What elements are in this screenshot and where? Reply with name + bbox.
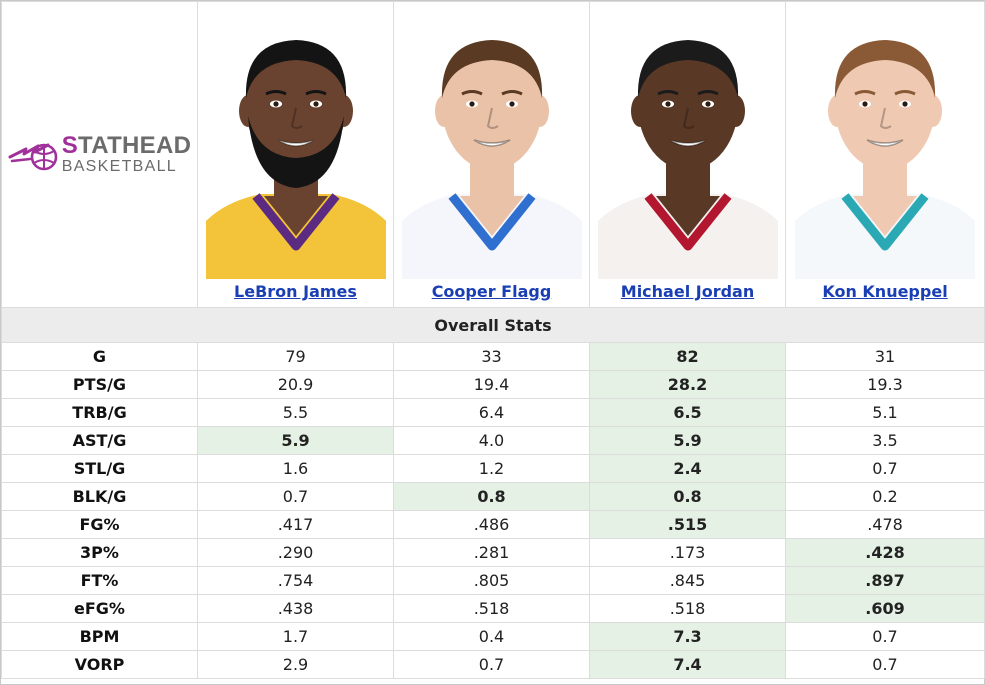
stat-row: BPM 1.7 0.4 7.3 0.7 (1, 622, 985, 651)
stat-value: .609 (785, 594, 985, 623)
stat-value: 0.7 (393, 650, 590, 679)
stat-value: .173 (589, 538, 786, 567)
stat-label: AST/G (1, 426, 198, 455)
stat-value: 0.7 (785, 454, 985, 483)
stat-value: 5.9 (197, 426, 394, 455)
logo-cell: STATHEAD BASKETBALL (1, 1, 198, 308)
stat-value: 7.4 (589, 650, 786, 679)
player-header-row: STATHEAD BASKETBALL LeBron James Cooper … (1, 1, 985, 308)
stat-row: STL/G 1.6 1.2 2.4 0.7 (1, 454, 985, 483)
stat-row: TRB/G 5.5 6.4 6.5 5.1 (1, 398, 985, 427)
stat-label: FT% (1, 566, 198, 595)
stat-label: TRB/G (1, 398, 198, 427)
player-headshot-icon (401, 40, 582, 279)
stat-value: 0.8 (393, 482, 590, 511)
stat-value: 1.6 (197, 454, 394, 483)
stat-row: FT% .754.805.845.897 (1, 566, 985, 595)
stat-row: PTS/G 20.9 19.4 28.2 19.3 (1, 370, 985, 399)
player-photo (795, 6, 975, 279)
stat-value: 0.8 (589, 482, 786, 511)
stat-value: 7.3 (589, 622, 786, 651)
stat-value: .845 (589, 566, 786, 595)
logo-wordmark: STATHEAD (61, 132, 192, 159)
stat-value: 82 (589, 342, 786, 371)
player-photo (205, 6, 386, 279)
stat-value: 20.9 (197, 370, 394, 399)
player-cell-4: Kon Knueppel (785, 1, 985, 308)
stat-value: 0.2 (785, 482, 985, 511)
stat-row: VORP 2.9 0.7 7.4 0.7 (1, 650, 985, 679)
stat-value: 0.7 (785, 650, 985, 679)
player-headshot-icon (597, 40, 778, 279)
stat-value: 3.5 (785, 426, 985, 455)
stat-row: AST/G 5.9 4.0 5.9 3.5 (1, 426, 985, 455)
stat-label: STL/G (1, 454, 198, 483)
stat-label: PTS/G (1, 370, 198, 399)
stat-label: 3P% (1, 538, 198, 567)
player-link-michael-jordan[interactable]: Michael Jordan (620, 282, 755, 301)
stat-value: 1.7 (197, 622, 394, 651)
stat-value: 2.4 (589, 454, 786, 483)
stat-value: 6.5 (589, 398, 786, 427)
basketball-swoosh-icon (8, 143, 58, 170)
player-cell-1: LeBron James (197, 1, 394, 308)
stat-label: BLK/G (1, 482, 198, 511)
logo-subtitle: BASKETBALL (61, 158, 178, 175)
stat-value: .515 (589, 510, 786, 539)
player-photo (401, 6, 582, 279)
player-cell-3: Michael Jordan (589, 1, 786, 308)
stat-value: 19.4 (393, 370, 590, 399)
stat-row: 3P% .290.281.173.428 (1, 538, 985, 567)
stat-label: VORP (1, 650, 198, 679)
player-photo (597, 6, 778, 279)
section-title: Overall Stats (1, 307, 985, 343)
stat-value: 5.5 (197, 398, 394, 427)
stat-row: BLK/G 0.7 0.8 0.8 0.2 (1, 482, 985, 511)
player-link-cooper-flagg[interactable]: Cooper Flagg (431, 282, 552, 301)
stat-label: FG% (1, 510, 198, 539)
stathead-logo[interactable]: STATHEAD BASKETBALL (2, 134, 197, 175)
stat-value: 1.2 (393, 454, 590, 483)
stat-value: 4.0 (393, 426, 590, 455)
stat-row: G 79 33 82 31 (1, 342, 985, 371)
stat-label: eFG% (1, 594, 198, 623)
player-link-lebron-james[interactable]: LeBron James (234, 282, 357, 301)
stat-value: .478 (785, 510, 985, 539)
player-headshot-icon (795, 40, 975, 279)
stat-value: 0.7 (197, 482, 394, 511)
stat-row: FG% .417.486.515.478 (1, 510, 985, 539)
stat-value: .290 (197, 538, 394, 567)
stat-value: 28.2 (589, 370, 786, 399)
stat-value: .518 (393, 594, 590, 623)
stat-value: 0.7 (785, 622, 985, 651)
stat-value: .518 (589, 594, 786, 623)
stat-value: 0.4 (393, 622, 590, 651)
player-headshot-icon (205, 40, 386, 279)
stat-value: 31 (785, 342, 985, 371)
stat-label: BPM (1, 622, 198, 651)
stat-value: .805 (393, 566, 590, 595)
stat-value: .897 (785, 566, 985, 595)
stat-row: eFG% .438.518.518.609 (1, 594, 985, 623)
stat-value: .417 (197, 510, 394, 539)
stat-label: G (1, 342, 198, 371)
player-link-kon-knueppel[interactable]: Kon Knueppel (822, 282, 948, 301)
stat-value: 19.3 (785, 370, 985, 399)
stat-value: .281 (393, 538, 590, 567)
stat-value: 6.4 (393, 398, 590, 427)
stat-value: .428 (785, 538, 985, 567)
player-cell-2: Cooper Flagg (393, 1, 590, 308)
stat-value: 33 (393, 342, 590, 371)
stat-value: .754 (197, 566, 394, 595)
stat-value: 2.9 (197, 650, 394, 679)
stat-value: 79 (197, 342, 394, 371)
stat-value: 5.1 (785, 398, 985, 427)
stat-value: .486 (393, 510, 590, 539)
stat-value: 5.9 (589, 426, 786, 455)
stat-value: .438 (197, 594, 394, 623)
section-header-row: Overall Stats (1, 307, 985, 343)
